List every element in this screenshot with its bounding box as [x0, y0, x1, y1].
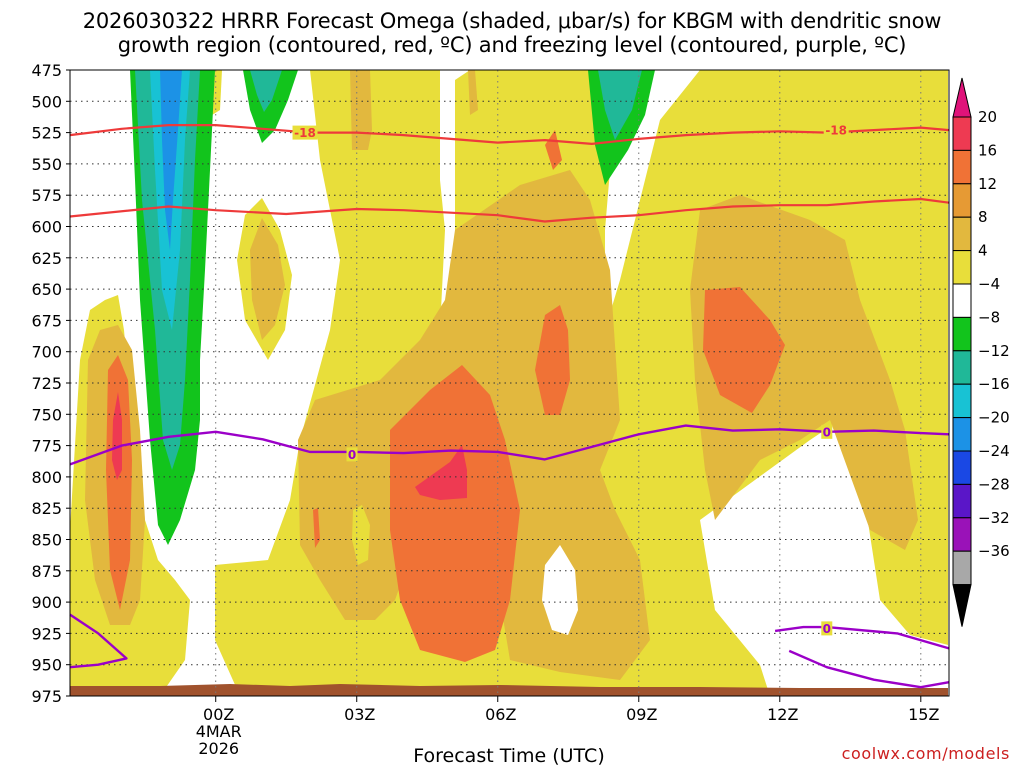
omega-region-red-center: [415, 445, 467, 500]
colorbar-label: 8: [978, 208, 988, 226]
colorbar-swatch: [952, 149, 972, 185]
dgz-contour-bottom: [69, 197, 950, 223]
freezing-level-contour: [69, 424, 950, 466]
omega-region-orange-sliver: [313, 508, 320, 548]
y-tick-label: 800: [31, 468, 62, 487]
colorbar-label: −20: [978, 409, 1010, 427]
colorbar-swatch: [952, 483, 972, 519]
colorbar-swatch: [952, 517, 972, 552]
dgz-contour-label: -18: [294, 126, 316, 140]
y-tick-label: 750: [31, 405, 62, 424]
omega-region-weak-hole: [542, 545, 578, 635]
x-tick-label: 09Z: [626, 705, 657, 724]
colorbar-label: −4: [978, 275, 1000, 293]
colorbar-label: −16: [978, 375, 1010, 393]
dgz-contour-label: -18: [825, 124, 847, 138]
x-tick-label: 06Z: [485, 705, 516, 724]
y-tick-label: 675: [31, 311, 62, 330]
y-tick-label: 925: [31, 624, 62, 643]
contour-label-bg: [823, 123, 849, 138]
omega-region-lightorange-top: [350, 70, 372, 150]
y-tick-label: 525: [31, 124, 62, 143]
x-tick-date: 4MAR: [196, 722, 242, 741]
colorbar-label: −8: [978, 308, 1000, 326]
colorbar-swatch: [952, 417, 972, 452]
colorbar-label: 20: [978, 108, 997, 126]
colorbar-swatch: [952, 350, 972, 385]
chart-title-line2: growth region (contoured, red, ºC) and f…: [117, 33, 907, 57]
freezing-contour-label: 0: [823, 622, 831, 636]
colorbar-bottom-arrow: [952, 584, 972, 627]
x-tick-label: 00Z: [203, 705, 234, 724]
x-tick-label: 12Z: [767, 705, 798, 724]
colorbar-swatch: [952, 450, 972, 485]
colorbar-swatch: [952, 283, 972, 318]
y-tick-label: 825: [31, 499, 62, 518]
colorbar-swatch: [952, 250, 972, 285]
colorbar-swatch: [952, 383, 972, 419]
y-tick-label: 900: [31, 593, 62, 612]
omega-region-lightorange-small: [468, 70, 478, 115]
omega-region-blue-plume: [160, 70, 182, 250]
omega-region-orange-main: [390, 365, 520, 662]
colorbar-label: −36: [978, 542, 1010, 560]
omega-region-teal-upper-a: [250, 70, 282, 112]
terrain-strip: [70, 684, 948, 696]
x-tick-label: 03Z: [344, 705, 375, 724]
y-tick-label: 975: [31, 687, 62, 706]
colorbar-swatch: [952, 116, 972, 151]
y-tick-label: 550: [31, 155, 62, 174]
freezing-level-contour-low-left: [69, 613, 128, 669]
y-tick-label: 600: [31, 218, 62, 237]
y-tick-label: 625: [31, 249, 62, 268]
colorbar-label: −28: [978, 475, 1010, 493]
y-tick-label: 650: [31, 280, 62, 299]
colorbar-top-arrow: [952, 77, 972, 118]
y-tick-label: 775: [31, 437, 62, 456]
contour-label-bg: [346, 447, 358, 462]
omega-region-orange-right: [703, 287, 785, 413]
contour-label-bg: [292, 125, 318, 140]
x-tick-label: 15Z: [908, 705, 939, 724]
y-tick-label: 500: [31, 92, 62, 111]
y-tick-label: 875: [31, 562, 62, 581]
colorbar-swatch: [952, 216, 972, 252]
y-tick-label: 850: [31, 531, 62, 550]
y-axis: 475 500 525 550 575 600 625 650 675 700 725 750 775 8…: [31, 61, 70, 706]
credit-link[interactable]: coolwx.com/models: [841, 744, 1010, 763]
colorbar-label: 4: [978, 242, 988, 260]
omega-region-orange-center: [535, 305, 570, 415]
colorbar-label: 12: [978, 175, 997, 193]
colorbar-swatch: [952, 316, 972, 352]
chart-title-line1: 2026030322 HRRR Forecast Omega (shaded, …: [82, 9, 942, 33]
y-tick-label: 475: [31, 61, 62, 80]
x-axis-label: Forecast Time (UTC): [413, 745, 605, 767]
contour-lines: -18 -18 0 0 0: [69, 123, 950, 689]
contour-label-bg: [821, 424, 833, 439]
colorbar-swatch: [952, 183, 972, 218]
omega-region-orange-left: [106, 355, 132, 610]
y-tick-label: 575: [31, 186, 62, 205]
freezing-level-contour-low-right-2: [788, 649, 950, 689]
colorbar-label: −12: [978, 342, 1010, 360]
freezing-contour-label: 0: [823, 425, 831, 439]
freezing-contour-label: 0: [348, 448, 356, 462]
y-tick-label: 950: [31, 656, 62, 675]
colorbar-swatch: [952, 550, 972, 586]
omega-region-lightorange-right: [690, 195, 918, 550]
colorbar-label: −24: [978, 442, 1010, 460]
omega-shading: [70, 70, 949, 696]
y-tick-label: 725: [31, 374, 62, 393]
dgz-contour-top: [69, 124, 950, 145]
omega-region-lightorange-spot: [250, 218, 285, 340]
omega-region-teal-upper-b: [598, 70, 642, 140]
colorbar: 20 16 12 8 4 −4 −8 −12 −16 −20 −24 −28 −32 −36: [952, 77, 1010, 627]
colorbar-label: 16: [978, 141, 997, 159]
colorbar-label: −32: [978, 509, 1010, 527]
contour-label-bg: [821, 621, 833, 636]
y-tick-label: 700: [31, 343, 62, 362]
x-tick-year: 2026: [198, 739, 239, 758]
